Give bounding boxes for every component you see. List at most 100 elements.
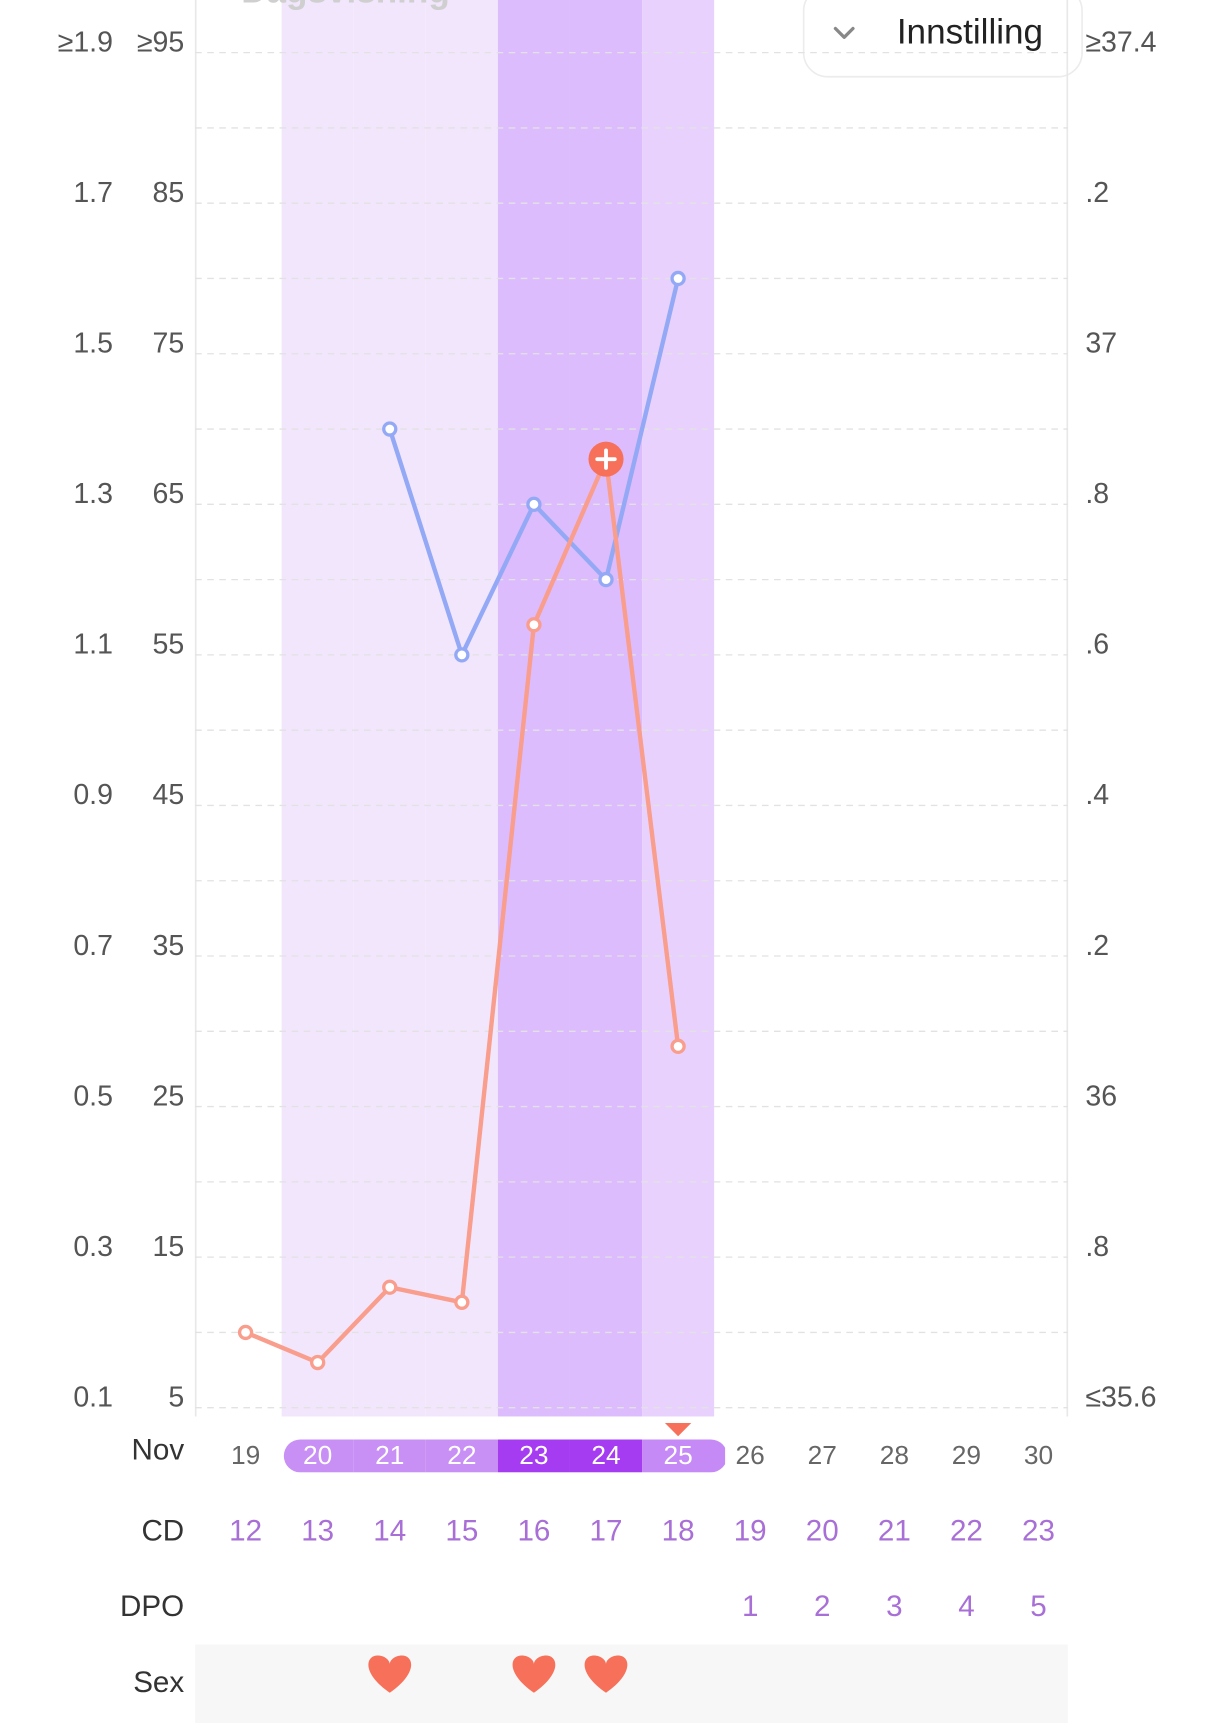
pill-segment [569,1439,643,1473]
settings-dropdown[interactable]: Innstilling [802,0,1083,78]
data-point [454,647,470,663]
x-tick-label: 30 [1024,1440,1053,1470]
y2-tick-label: ≥37.4 [1085,26,1156,58]
cycle-day: 18 [662,1514,695,1547]
y-tick-label: 75 [152,328,184,360]
y-tick-label: 55 [152,629,184,661]
sex-heart [584,1655,628,1693]
y2-tick-label: 37 [1085,328,1117,360]
y-alt-tick-label: 0.3 [73,1231,113,1263]
today-marker [664,1423,692,1437]
x-axis-label: Nov [132,1433,185,1466]
pill-segments [283,1439,726,1473]
x-tick-label: 26 [736,1440,765,1470]
phase-band [425,0,498,1417]
phase-band [569,0,643,1417]
dpo-value: 3 [886,1590,902,1623]
x-tick-label: 21 [375,1440,404,1470]
cycle-day: 16 [517,1514,550,1547]
data-point [598,571,614,588]
cycle-day: 21 [878,1514,911,1547]
peak-plus [595,448,617,470]
y2-tick-label: 36 [1085,1080,1117,1112]
y-tick-label: 15 [152,1231,184,1263]
cycle-day: 15 [445,1514,478,1547]
x-tick-label: 24 [591,1440,620,1470]
dropdown-label[interactable]: Innstilling [897,12,1043,51]
sex-row-background [195,1644,1068,1723]
y2-tick-label: .6 [1085,629,1109,661]
y-alt-tick-label: 0.5 [73,1080,113,1112]
cycle-day: 14 [373,1514,406,1547]
x-tick-label: 20 [303,1440,332,1470]
y-tick-label: 45 [152,779,184,811]
cycle-day: 17 [590,1514,623,1547]
x-tick-label: 19 [231,1440,260,1470]
cycle-day: 20 [806,1514,839,1547]
data-point [382,421,398,437]
cycle-day: 23 [1022,1514,1055,1547]
y2-tick-label: .8 [1085,478,1109,510]
phase-band [353,0,426,1417]
x-tick-label: 25 [663,1440,692,1470]
date-pill [283,1439,726,1473]
data-point [670,1038,686,1055]
sex-label: Sex [133,1666,184,1699]
y2-tick-label: .4 [1085,779,1109,811]
y2-tick-label: .2 [1085,177,1109,209]
y2-tick-label: .2 [1085,930,1109,962]
pill-segment [425,1439,498,1473]
phase-bands [281,0,715,1417]
y-tick-label: 5 [168,1381,184,1413]
y-alt-tick-label: 0.9 [73,779,113,811]
y-tick-label: ≥95 [137,26,184,58]
x-tick-label: 28 [880,1440,909,1470]
dropdown-box[interactable] [802,0,1083,78]
data-point [670,270,686,287]
y-alt-tick-label: 0.7 [73,930,113,962]
pill-segment [283,1439,354,1473]
data-point [310,1354,326,1371]
cycle-day: 19 [734,1514,767,1547]
y-alt-tick-label: 1.7 [73,177,113,209]
data-point [454,1294,470,1310]
cycle-day: 12 [229,1514,262,1547]
cd-label: CD [141,1514,184,1547]
pill-segment [497,1439,570,1473]
dpo-value: 1 [742,1590,758,1623]
y-tick-label: 85 [152,177,184,209]
y2-tick-label: .8 [1085,1231,1109,1263]
x-tick-label: 29 [952,1440,981,1470]
phase-band [497,0,570,1417]
x-tick-label: 23 [519,1440,548,1470]
y-tick-label: 25 [152,1080,184,1112]
y-alt-tick-label: 1.3 [73,478,113,510]
x-tick-label: 27 [808,1440,837,1470]
dpo-label: DPO [120,1590,184,1623]
dpo-value: 4 [958,1590,974,1623]
sex-heart [368,1655,412,1693]
data-point [526,617,542,633]
data-point [382,1279,398,1295]
dpo-value: 5 [1030,1590,1046,1623]
cycle-day: 13 [301,1514,334,1547]
sex-heart [512,1655,556,1693]
cycle-day: 22 [950,1514,983,1547]
y-tick-label: 35 [152,930,184,962]
data-point [526,496,542,512]
chevron-icon [833,26,855,39]
pill-segment [642,1439,726,1473]
dpo-value: 2 [814,1590,830,1623]
pill-segment [353,1439,426,1473]
y-alt-tick-label: 0.1 [73,1381,113,1413]
x-tick-label: 22 [447,1440,476,1470]
y-alt-tick-label: ≥1.9 [58,26,113,58]
phase-band [281,0,354,1417]
y-tick-label: 65 [152,478,184,510]
y-alt-tick-label: 1.5 [73,328,113,360]
y-alt-tick-label: 1.1 [73,629,113,661]
phase-band [642,0,715,1417]
view-title: Dagsvisning [241,0,450,11]
